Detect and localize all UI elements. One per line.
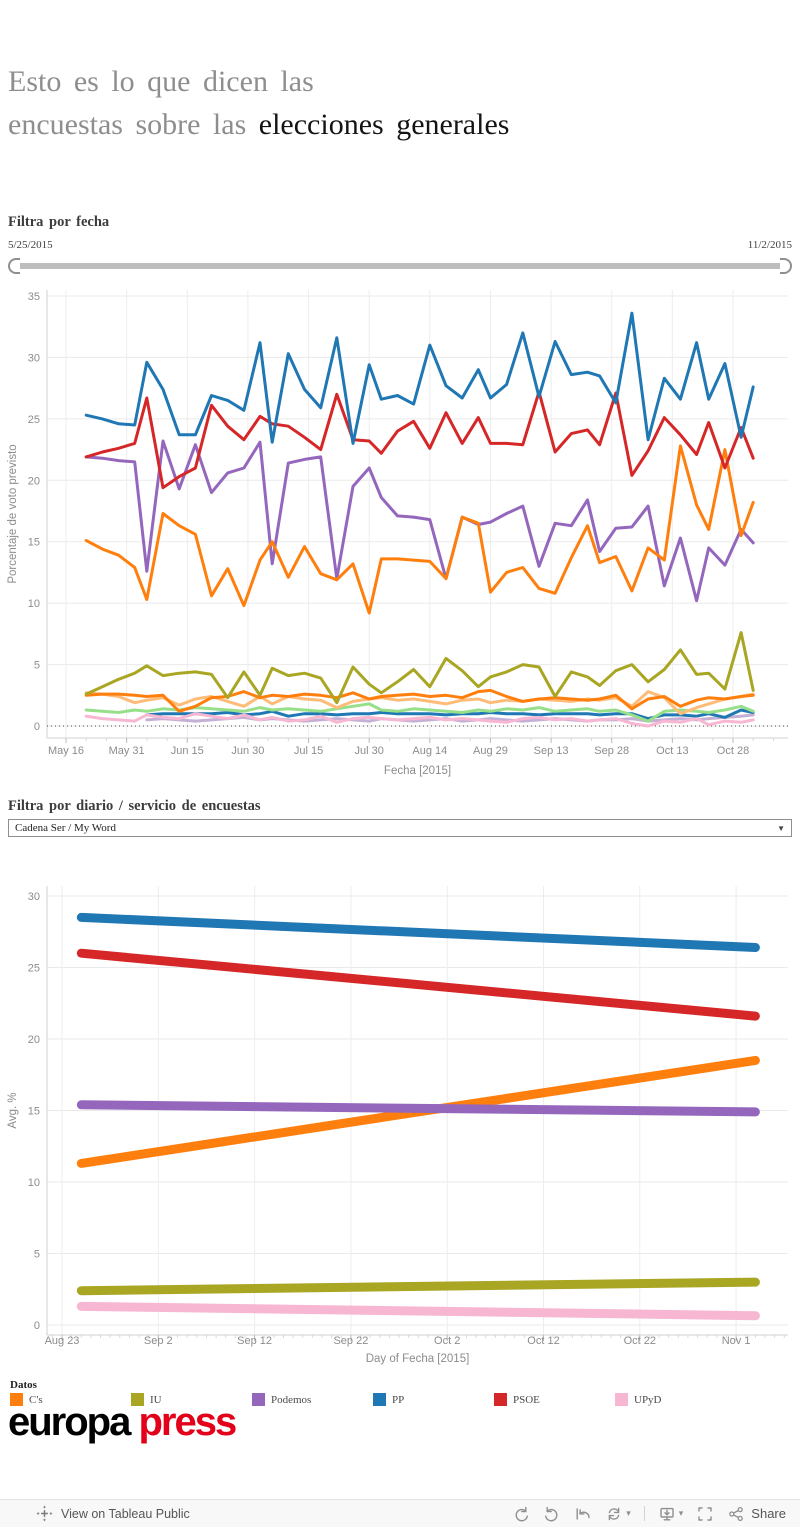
slider-track[interactable] — [13, 263, 787, 269]
view-on-tableau-label: View on Tableau Public — [61, 1506, 190, 1521]
svg-text:Oct 2: Oct 2 — [434, 1335, 460, 1347]
svg-text:Aug 14: Aug 14 — [412, 745, 447, 757]
svg-text:May 31: May 31 — [109, 745, 145, 757]
tableau-toolbar: View on Tableau Public — [0, 1499, 800, 1527]
svg-text:5: 5 — [34, 1249, 40, 1261]
legend-item-iu[interactable]: IU — [131, 1393, 252, 1406]
title-line2-gray: encuestas sobre las — [8, 108, 259, 141]
svg-text:Nov 1: Nov 1 — [722, 1335, 751, 1347]
svg-text:5: 5 — [34, 660, 40, 672]
date-filter-label: Filtra por fecha — [8, 214, 110, 230]
svg-text:Sep 12: Sep 12 — [237, 1335, 272, 1347]
legend-label: UPyD — [634, 1393, 662, 1406]
legend-item-podemos[interactable]: Podemos — [252, 1393, 373, 1406]
svg-text:Fecha [2015]: Fecha [2015] — [384, 765, 451, 777]
legend-label: IU — [150, 1393, 162, 1406]
source-filter-value: Cadena Ser / My Word — [15, 822, 116, 834]
svg-text:Aug 29: Aug 29 — [473, 745, 508, 757]
legend-label: C's — [29, 1393, 43, 1406]
tableau-logo-icon — [36, 1505, 53, 1522]
title-line2-dark: elecciones generales — [258, 108, 510, 141]
trend-lines-chart[interactable]: Aug 23 Sep 2 Sep 12 Sep 22 Oct 2 Oct 12 Oct 22… — [0, 878, 800, 1378]
svg-text:35: 35 — [28, 291, 40, 303]
svg-text:Jun 30: Jun 30 — [231, 745, 264, 757]
svg-text:Jul 30: Jul 30 — [355, 745, 384, 757]
svg-text:10: 10 — [28, 598, 40, 610]
date-filter-end: 11/2/2015 — [747, 239, 792, 251]
iu-swatch — [131, 1393, 144, 1406]
svg-text:Oct 13: Oct 13 — [656, 745, 688, 757]
svg-text:Day of Fecha [2015]: Day of Fecha [2015] — [366, 1353, 470, 1365]
share-icon — [727, 1505, 745, 1523]
svg-text:Sep 2: Sep 2 — [144, 1335, 173, 1347]
svg-text:Avg. %: Avg. % — [7, 1092, 19, 1128]
logo-press: press — [138, 1400, 237, 1444]
legend-label: PSOE — [513, 1393, 540, 1406]
legend-item-pp[interactable]: PP — [373, 1393, 494, 1406]
refresh-menu-button[interactable]: ▾ — [605, 1505, 631, 1523]
svg-text:Oct 22: Oct 22 — [624, 1335, 656, 1347]
cs-swatch — [10, 1393, 23, 1406]
legend-item-upyd[interactable]: UPyD — [615, 1393, 736, 1406]
download-menu-button[interactable]: ▾ — [658, 1505, 684, 1523]
svg-text:20: 20 — [28, 475, 40, 487]
upyd-swatch — [615, 1393, 628, 1406]
svg-text:Aug 23: Aug 23 — [45, 1335, 80, 1347]
slider-left-handle[interactable] — [8, 258, 20, 274]
psoe-swatch — [494, 1393, 507, 1406]
source-filter-label: Filtra por diario / servicio de encuesta… — [8, 798, 261, 814]
svg-text:Sep 22: Sep 22 — [333, 1335, 368, 1347]
refresh-icon — [605, 1505, 623, 1523]
podemos-swatch — [252, 1393, 265, 1406]
svg-text:May 16: May 16 — [48, 745, 84, 757]
pp-swatch — [373, 1393, 386, 1406]
share-button[interactable]: Share — [727, 1505, 786, 1523]
svg-text:Sep 13: Sep 13 — [534, 745, 569, 757]
page-title: Esto es lo que dicen las encuestas sobre… — [8, 60, 509, 146]
toolbar-divider — [643, 1506, 645, 1521]
svg-text:Jul 15: Jul 15 — [294, 745, 323, 757]
europa-press-logo: europa press — [8, 1400, 237, 1445]
svg-text:Porcentaje de voto previsto: Porcentaje de voto previsto — [7, 444, 19, 583]
legend-title: Datos — [10, 1379, 37, 1391]
title-line1: Esto es lo que dicen las — [8, 65, 314, 98]
toolbar-actions: ▾ ▾ — [512, 1505, 786, 1523]
slider-right-handle[interactable] — [780, 258, 792, 274]
legend-item-cs[interactable]: C's — [10, 1393, 131, 1406]
source-filter-dropdown[interactable]: Cadena Ser / My Word ▼ — [8, 819, 792, 837]
poll-lines-chart[interactable]: May 16 May 31 Jun 15 Jun 30 Jul 15 Jul 30 Aug … — [0, 288, 800, 788]
svg-text:Jun 15: Jun 15 — [171, 745, 204, 757]
chevron-down-icon: ▾ — [678, 1508, 684, 1518]
undo-icon[interactable] — [512, 1505, 530, 1523]
revert-icon[interactable] — [574, 1505, 592, 1523]
svg-text:0: 0 — [34, 721, 40, 733]
date-filter-start: 5/25/2015 — [8, 239, 53, 251]
svg-text:25: 25 — [28, 414, 40, 426]
svg-text:15: 15 — [28, 1106, 40, 1118]
legend: C's IU Podemos PP PSOE UPyD — [10, 1393, 736, 1406]
svg-text:25: 25 — [28, 963, 40, 975]
svg-text:Oct 12: Oct 12 — [527, 1335, 559, 1347]
download-icon — [658, 1505, 676, 1523]
svg-text:15: 15 — [28, 537, 40, 549]
svg-text:Sep 28: Sep 28 — [594, 745, 629, 757]
svg-text:0: 0 — [34, 1320, 40, 1332]
svg-text:30: 30 — [28, 891, 40, 903]
svg-text:10: 10 — [28, 1177, 40, 1189]
chevron-down-icon: ▼ — [777, 823, 785, 833]
legend-label: PP — [392, 1393, 405, 1406]
chevron-down-icon: ▾ — [626, 1508, 631, 1518]
redo-icon[interactable] — [543, 1505, 561, 1523]
share-label: Share — [751, 1506, 786, 1521]
svg-text:Oct 28: Oct 28 — [717, 745, 749, 757]
legend-label: Podemos — [271, 1393, 312, 1406]
legend-item-psoe[interactable]: PSOE — [494, 1393, 615, 1406]
svg-text:20: 20 — [28, 1034, 40, 1046]
fullscreen-icon[interactable] — [696, 1505, 714, 1523]
view-on-tableau-link[interactable]: View on Tableau Public — [36, 1505, 190, 1522]
svg-text:30: 30 — [28, 352, 40, 364]
logo-europa: europa — [8, 1400, 131, 1444]
